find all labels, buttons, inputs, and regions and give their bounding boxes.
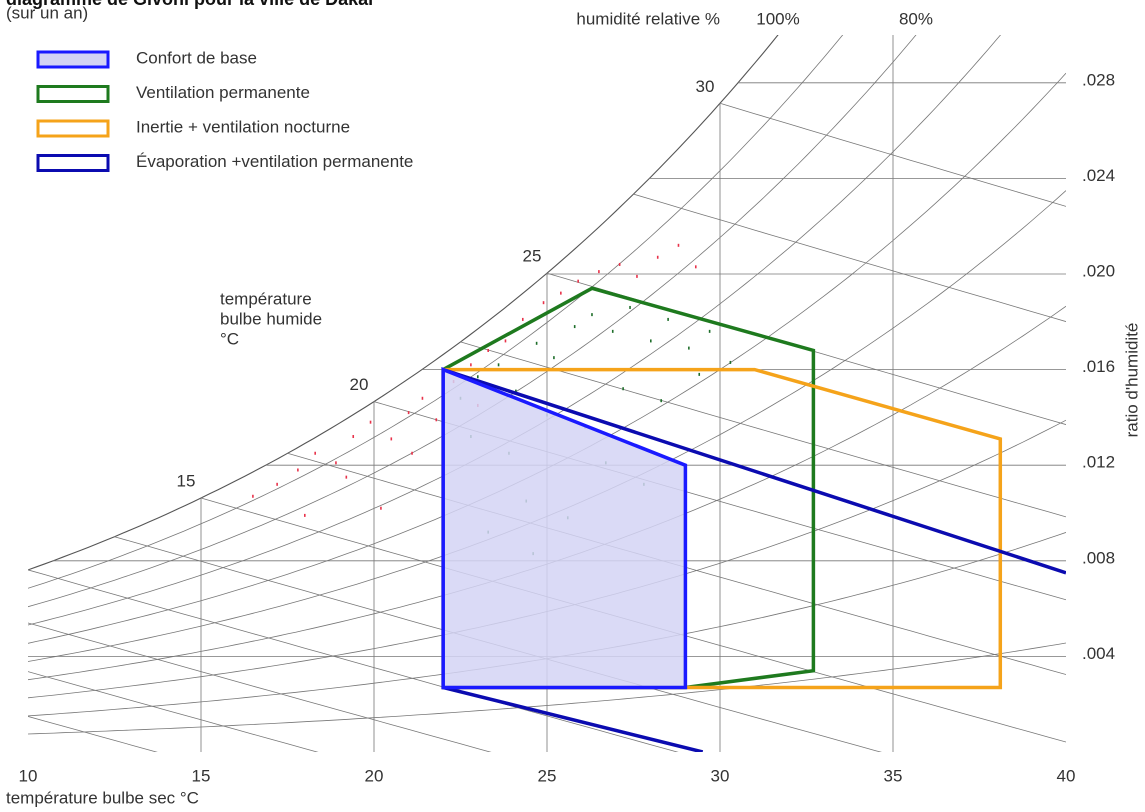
rh-curve	[28, 35, 779, 571]
rh-label: humidité relative %	[576, 9, 720, 28]
wet-bulb-line	[28, 715, 158, 752]
wet-bulb-tick-label: 30	[696, 77, 715, 96]
legend-swatch	[36, 85, 110, 103]
data-point	[411, 451, 413, 455]
data-point	[345, 475, 348, 479]
data-point	[729, 360, 732, 364]
wet-bulb-line	[460, 341, 1066, 518]
legend-swatch	[36, 154, 110, 172]
data-point	[577, 279, 579, 283]
data-point	[708, 329, 711, 333]
chart-title: diagramme de Givoni pour la ville de Dak…	[6, 0, 375, 9]
legend-swatch	[36, 50, 110, 69]
plot-area	[28, 35, 1066, 752]
data-point	[636, 274, 638, 278]
x-tick-label: 35	[884, 766, 903, 785]
y-tick-label: .024	[1082, 166, 1115, 185]
data-point	[656, 255, 659, 259]
wet-bulb-tick-label: 15	[177, 472, 196, 491]
wet-bulb-line	[28, 671, 319, 752]
chart-subtitle: (sur un an)	[6, 3, 88, 22]
data-point	[598, 270, 600, 274]
data-point	[667, 317, 669, 321]
data-point	[542, 301, 545, 305]
wet-bulb-line	[28, 569, 679, 752]
rh-curve	[28, 642, 1066, 735]
data-point	[297, 468, 299, 472]
y-tick-label: .028	[1082, 70, 1115, 89]
rh-tick-label: 100%	[756, 9, 799, 28]
data-point	[535, 341, 538, 345]
data-point	[504, 339, 507, 343]
data-point	[650, 339, 652, 343]
wet-bulb-tick-label: 20	[350, 375, 369, 394]
data-point	[515, 389, 517, 393]
data-point	[276, 482, 278, 486]
legend-label: Ventilation permanente	[136, 83, 310, 102]
data-point	[477, 375, 479, 379]
data-point	[390, 437, 393, 441]
data-point	[698, 372, 701, 376]
data-point	[252, 494, 254, 498]
wet-bulb-label: température	[220, 289, 312, 308]
data-point	[694, 265, 697, 269]
data-point	[435, 418, 438, 422]
data-point	[553, 356, 555, 360]
data-point	[497, 363, 500, 367]
legend-swatch	[36, 119, 110, 138]
y-tick-label: .004	[1082, 644, 1115, 663]
data-point	[487, 348, 489, 352]
data-point	[629, 305, 631, 309]
y-tick-label: .016	[1082, 357, 1115, 376]
data-point	[688, 346, 690, 350]
y-tick-label: .008	[1082, 548, 1115, 567]
data-point	[335, 461, 337, 465]
wet-bulb-label: °C	[220, 329, 239, 348]
y-tick-label: .012	[1082, 453, 1115, 472]
data-point	[314, 451, 316, 455]
rh-curve	[28, 35, 844, 589]
data-point	[369, 420, 372, 424]
data-point	[304, 513, 306, 517]
x-tick-label: 40	[1057, 766, 1076, 785]
data-point	[352, 435, 355, 439]
data-point	[421, 396, 424, 400]
data-point	[591, 313, 593, 317]
x-tick-label: 10	[19, 766, 38, 785]
data-point	[618, 262, 621, 266]
wet-bulb-line	[633, 193, 1066, 322]
zone	[441, 367, 688, 690]
data-point	[521, 317, 524, 321]
x-tick-label: 30	[711, 766, 730, 785]
y-tick-label: .020	[1082, 261, 1115, 280]
x-axis-label: température bulbe sec °C	[6, 788, 199, 807]
data-point	[407, 411, 410, 415]
data-point	[573, 325, 576, 329]
x-tick-label: 20	[365, 766, 384, 785]
data-point	[380, 506, 382, 510]
legend-label: Évaporation +ventilation permanente	[136, 152, 413, 171]
data-point	[470, 363, 472, 367]
data-point	[677, 243, 680, 247]
wet-bulb-tick-label: 25	[523, 247, 542, 266]
legend-label: Inertie + ventilation nocturne	[136, 117, 350, 136]
x-tick-label: 15	[192, 766, 211, 785]
data-point	[622, 387, 624, 391]
data-point	[611, 329, 614, 333]
data-point	[560, 291, 562, 295]
x-tick-label: 25	[538, 766, 557, 785]
wet-bulb-label: bulbe humide	[220, 309, 322, 328]
legend-label: Confort de base	[136, 48, 257, 67]
y-axis-label: ratio d'humidité	[1122, 323, 1141, 438]
wet-bulb-line	[28, 622, 492, 752]
rh-tick-label: 80%	[899, 9, 933, 28]
data-point	[660, 399, 662, 403]
